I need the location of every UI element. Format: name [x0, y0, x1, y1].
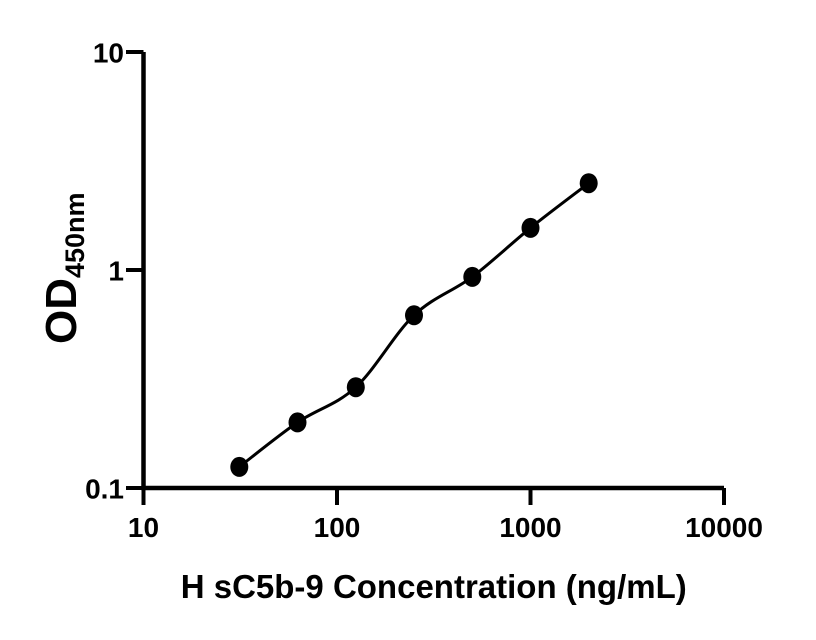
y-axis-title-subscript: 450nm [60, 192, 90, 278]
y-tick-label: 10 [93, 38, 124, 69]
x-tick-label: 10000 [685, 512, 763, 543]
data-point-1 [230, 456, 249, 477]
y-axis-title: OD450nm [37, 192, 90, 344]
x-tick-label: 100 [314, 512, 361, 543]
data-point-3 [346, 377, 365, 398]
x-tick-label: 1000 [499, 512, 561, 543]
data-point-2 [288, 412, 307, 433]
x-tick-label: 10 [128, 512, 159, 543]
axes-lines [141, 52, 724, 491]
data-point-7 [579, 173, 598, 194]
data-point-6 [521, 217, 540, 238]
y-tick-label: 0.1 [85, 474, 124, 505]
x-axis-title: H sC5b-9 Concentration (ng/mL) [181, 568, 687, 605]
data-point-5 [463, 266, 482, 287]
data-point-4 [405, 305, 423, 326]
y-tick-label: 1 [108, 256, 124, 287]
